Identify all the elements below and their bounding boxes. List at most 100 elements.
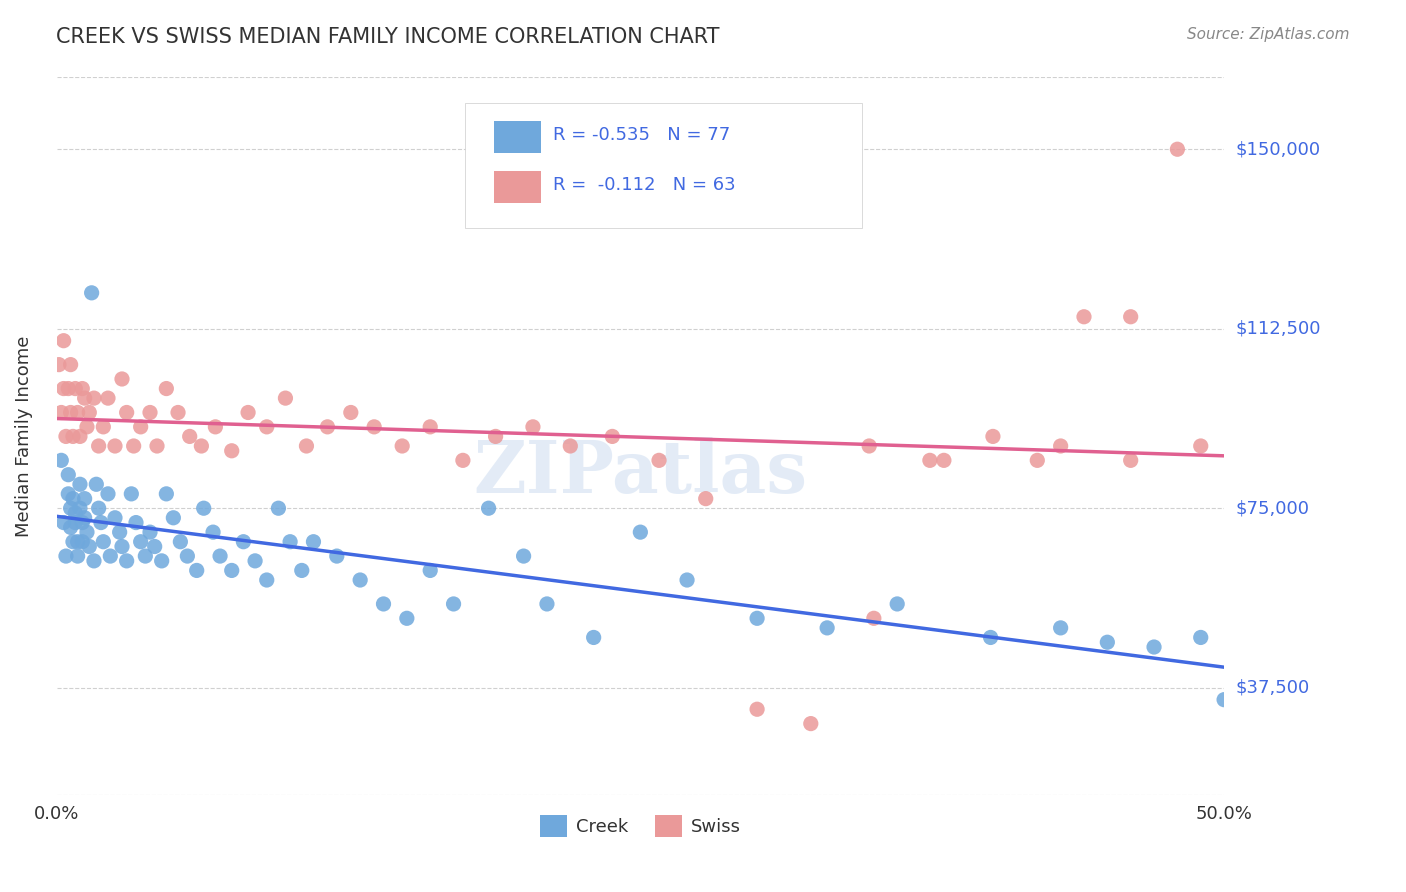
Point <box>443 597 465 611</box>
Point <box>221 443 243 458</box>
Point <box>236 405 259 419</box>
Point <box>373 597 395 611</box>
Point <box>58 487 80 501</box>
Point <box>51 453 73 467</box>
Point <box>59 520 82 534</box>
Point <box>980 631 1002 645</box>
Text: $37,500: $37,500 <box>1236 679 1309 697</box>
Point <box>451 453 474 467</box>
Point <box>58 382 80 396</box>
Point <box>918 453 941 467</box>
Point <box>115 405 138 419</box>
Point <box>560 439 582 453</box>
Point <box>58 467 80 482</box>
Point <box>72 382 94 396</box>
Point <box>52 516 75 530</box>
Point <box>108 525 131 540</box>
Point <box>97 487 120 501</box>
Point <box>1143 640 1166 654</box>
Point <box>340 405 363 419</box>
Point <box>66 534 89 549</box>
Point <box>69 429 91 443</box>
Point <box>55 429 77 443</box>
Point <box>256 420 278 434</box>
Point <box>129 420 152 434</box>
Point <box>155 382 177 396</box>
Point <box>143 540 166 554</box>
Point <box>91 534 114 549</box>
Point <box>62 491 84 506</box>
Point <box>104 439 127 453</box>
Point <box>522 420 544 434</box>
Point <box>1119 453 1142 467</box>
Point <box>167 405 190 419</box>
FancyBboxPatch shape <box>465 103 862 228</box>
Text: CREEK VS SWISS MEDIAN FAMILY INCOME CORRELATION CHART: CREEK VS SWISS MEDIAN FAMILY INCOME CORR… <box>56 27 720 46</box>
Point <box>302 534 325 549</box>
Point <box>51 405 73 419</box>
Point <box>602 429 624 443</box>
Point <box>291 564 314 578</box>
Point <box>745 702 768 716</box>
Point <box>695 491 717 506</box>
Point <box>1213 692 1236 706</box>
Point <box>484 429 506 443</box>
Point <box>97 391 120 405</box>
Point <box>80 285 103 300</box>
Point <box>204 420 226 434</box>
Point <box>349 573 371 587</box>
Point <box>186 564 208 578</box>
Point <box>202 525 225 540</box>
Point <box>111 372 134 386</box>
Point <box>72 534 94 549</box>
Point <box>274 391 297 405</box>
Point <box>1026 453 1049 467</box>
Point <box>162 510 184 524</box>
Point <box>146 439 169 453</box>
Point <box>62 429 84 443</box>
Point <box>69 501 91 516</box>
Point <box>52 334 75 348</box>
Point <box>676 573 699 587</box>
Y-axis label: Median Family Income: Median Family Income <box>15 335 32 537</box>
Point <box>1189 439 1212 453</box>
Point <box>1049 439 1071 453</box>
Point <box>150 554 173 568</box>
Point <box>48 358 70 372</box>
Point <box>169 534 191 549</box>
Point <box>155 487 177 501</box>
Point <box>79 405 101 419</box>
Point <box>87 501 110 516</box>
Point <box>981 429 1004 443</box>
Point <box>419 564 441 578</box>
Point <box>91 420 114 434</box>
Point <box>932 453 955 467</box>
Point <box>59 501 82 516</box>
Point <box>65 516 87 530</box>
FancyBboxPatch shape <box>495 120 541 153</box>
Point <box>52 382 75 396</box>
Point <box>863 611 886 625</box>
Point <box>66 405 89 419</box>
Point <box>267 501 290 516</box>
Text: R =  -0.112   N = 63: R = -0.112 N = 63 <box>553 176 735 194</box>
Point <box>815 621 838 635</box>
Point <box>243 554 266 568</box>
Point <box>512 549 534 563</box>
Point <box>391 439 413 453</box>
Point <box>139 525 162 540</box>
Point <box>73 491 96 506</box>
Text: $75,000: $75,000 <box>1236 500 1309 517</box>
Point <box>582 631 605 645</box>
Point <box>139 405 162 419</box>
Point <box>76 525 98 540</box>
Point <box>363 420 385 434</box>
Point <box>65 382 87 396</box>
Point <box>98 549 121 563</box>
Point <box>179 429 201 443</box>
Point <box>800 716 823 731</box>
Point <box>1097 635 1119 649</box>
Point <box>256 573 278 587</box>
Point <box>73 391 96 405</box>
Text: ZIPatlas: ZIPatlas <box>474 437 807 508</box>
